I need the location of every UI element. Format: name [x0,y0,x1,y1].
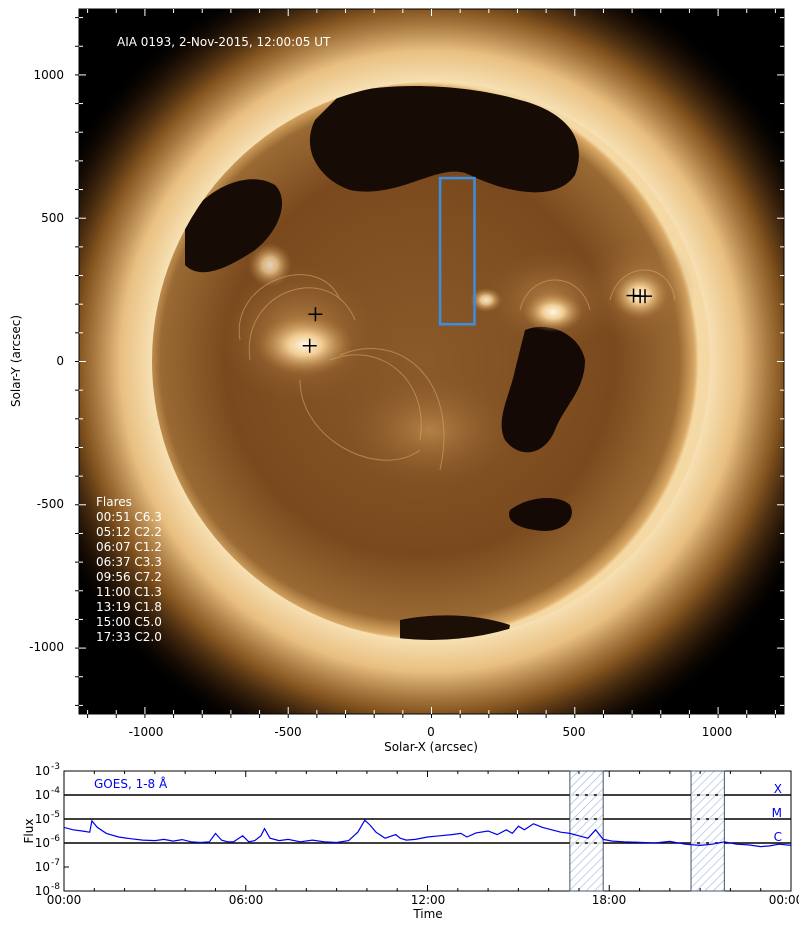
flux-tick-label: 10 [35,836,50,850]
image-title: AIA 0193, 2-Nov-2015, 12:00:05 UT [117,35,331,49]
coronal-hole-southpole [400,615,510,640]
flare-entry: 15:00 C5.0 [96,615,162,629]
solar-disk [152,82,710,640]
flare-entry: 00:51 C6.3 [96,510,162,524]
goes-lightcurve-panel: 10-310-410-510-610-710-8 GOES, 1-8 Å X M… [22,762,799,921]
lightcurve-frame [63,770,792,892]
flare-marker [302,338,317,353]
flare-list-title: Flares [96,495,132,509]
y-tick-label: 0 [56,354,64,368]
flare-entry: 09:56 C7.2 [96,570,162,584]
coronal-hole-south [509,498,572,531]
time-tick-label: 00:00 [47,893,82,907]
x-tick-label: 1000 [702,725,733,739]
lightcurve-ticks [63,770,792,892]
flux-tick-exponent: -6 [51,834,60,844]
flare-entry: 11:00 C1.3 [96,585,162,599]
shaded-interval [569,770,604,892]
x-tick-label: 500 [563,725,586,739]
x-tick-label: 0 [427,725,435,739]
y-tick-label: -1000 [29,640,64,654]
y-tick-label: 500 [41,211,64,225]
time-tick-label: 12:00 [411,893,446,907]
flux-tick-exponent: -4 [51,786,60,796]
flux-tick-exponent: -5 [51,810,60,820]
active-region-center [523,292,583,332]
flare-markers [302,288,653,353]
flux-axis-label: Flux [22,819,36,844]
flux-tick-exponent: -7 [51,858,60,868]
class-label-m: M [772,806,782,820]
flux-tick-exponent: -3 [51,762,60,772]
flux-tick-exponent: -8 [51,882,60,892]
time-tick-label: 18:00 [592,893,627,907]
flux-tick-label: 10 [35,884,50,898]
flare-list: Flares 00:51 C6.3 05:12 C2.2 06:07 C1.2 … [96,495,162,644]
image-axis-ticks [75,9,784,718]
flare-entry: 13:19 C1.8 [96,600,162,614]
x-tick-label: -500 [274,725,301,739]
flux-tick-label: 10 [35,788,50,802]
goes-flux-line [64,819,791,848]
field-of-view-box [438,176,476,326]
class-label-x: X [774,782,782,796]
lightcurve-y-tick-labels: 10-310-410-510-610-710-8 [35,762,61,898]
flare-entry: 06:07 C1.2 [96,540,162,554]
disk-features [185,85,695,640]
flare-marker [638,289,653,304]
shaded-intervals [569,770,725,892]
flare-entry: 05:12 C2.2 [96,525,162,539]
flux-tick-label: 10 [35,860,50,874]
x-axis-label: Solar-X (arcsec) [384,740,478,754]
time-tick-label: 00:00 [769,893,799,907]
shaded-interval [690,770,725,892]
solar-image-panel: AIA 0193, 2-Nov-2015, 12:00:05 UT Flares… [9,8,785,754]
goes-title: GOES, 1-8 Å [94,776,168,791]
x-tick-label: -1000 [129,725,164,739]
y-tick-label: -500 [37,497,64,511]
coronal-hole-northeast [185,179,283,273]
flux-tick-label: 10 [35,764,50,778]
time-axis-label: Time [412,907,442,921]
time-tick-label: 06:00 [229,893,264,907]
flare-entry: 06:37 C3.3 [96,555,162,569]
coronal-hole-north [309,85,579,193]
y-axis-label: Solar-Y (arcsec) [9,315,23,407]
flux-tick-label: 10 [35,812,50,826]
flare-marker [308,307,323,322]
coronal-hole-central [501,326,585,453]
class-label-c: C [774,830,782,844]
y-tick-label: 1000 [33,68,64,82]
flare-entry: 17:33 C2.0 [96,630,162,644]
